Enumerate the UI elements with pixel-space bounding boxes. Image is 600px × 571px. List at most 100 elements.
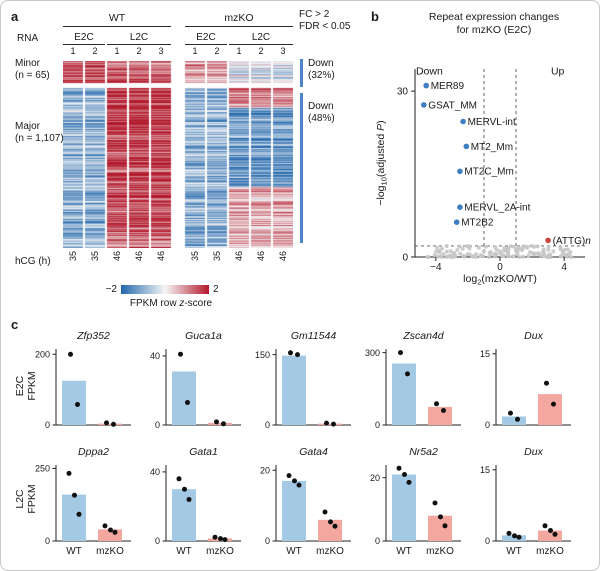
replicate-dot — [68, 351, 73, 357]
nonsignificant-point — [569, 255, 574, 259]
bar-chart-l2c-dux: Dux 0 15 WT mzKO — [466, 443, 576, 570]
nonsignificant-point — [497, 249, 502, 254]
mzko-l2c-rule — [229, 44, 293, 45]
nonsignificant-point — [434, 249, 439, 254]
replicate-dot — [286, 473, 292, 479]
hcg-time-text: 46 — [278, 251, 288, 262]
nonsignificant-point — [532, 244, 537, 249]
x-axis-label: log2(mzKO/WT) — [463, 273, 537, 286]
mean-bar-mzko — [98, 529, 122, 541]
nonsignificant-point — [465, 252, 470, 257]
replicate-dot — [434, 401, 439, 407]
wt-group-rule — [63, 26, 171, 27]
mean-bar-mzko — [98, 423, 122, 425]
nonsignificant-point — [481, 249, 486, 254]
nonsignificant-point — [505, 246, 510, 251]
gene-title: Gata4 — [299, 446, 328, 458]
wt-l2c-header: L2C — [129, 32, 149, 43]
volcano-title-line2: for mzKO (E2C) — [456, 24, 532, 36]
replicate-dot — [185, 400, 190, 405]
nonsignificant-point — [474, 252, 479, 257]
point-label: MER89 — [431, 81, 465, 92]
replicate-dot — [516, 534, 522, 540]
replicate-dot — [221, 421, 226, 427]
nonsignificant-point — [444, 249, 449, 254]
replicate-number: 3 — [280, 46, 286, 56]
hcg-time-text: 35 — [190, 251, 200, 262]
replicate-dot — [178, 351, 183, 357]
y-tick-label: 0 — [375, 536, 380, 546]
replicate-number: 2 — [214, 46, 220, 56]
nonsignificant-point — [546, 244, 551, 249]
mean-bar-wt — [282, 480, 306, 541]
panel-a-label: a — [11, 9, 19, 24]
hcg-time-text: 46 — [256, 251, 266, 262]
mean-bar-wt — [392, 474, 416, 541]
hcg-time: 46 — [251, 251, 271, 277]
replicate-dot — [218, 536, 223, 542]
replicate-dot — [66, 470, 72, 476]
replicate-dot — [108, 527, 113, 533]
wt-group-header: WT — [108, 12, 126, 24]
nonsignificant-point — [521, 244, 526, 249]
mean-bar-wt — [392, 363, 416, 425]
replicate-dot — [176, 476, 182, 482]
replicate-number: 1 — [192, 46, 198, 56]
category-label: WT — [286, 546, 302, 557]
y-tick-label: 0 — [485, 420, 490, 430]
bar-chart-l2c-gata4: Gata4 0 20 WT mzKO — [246, 443, 356, 570]
replicate-dot — [182, 486, 187, 492]
nonsignificant-point — [437, 250, 442, 255]
y-tick-label: 40 — [150, 467, 160, 477]
nonsignificant-point — [511, 254, 516, 259]
mzko-e2c-rule — [185, 44, 227, 45]
nonsignificant-point — [461, 253, 466, 258]
category-label: mzKO — [536, 546, 564, 557]
gene-title: Nr5a2 — [409, 446, 438, 458]
x-tick-label: −4 — [430, 262, 442, 273]
replicate-dot — [508, 410, 513, 416]
hcg-time: 35 — [63, 251, 83, 277]
colorbar-caption-z: z — [179, 298, 185, 309]
down-major-pct: (48%) — [308, 113, 335, 124]
y-tick-label: 0 — [155, 420, 160, 430]
nonsignificant-point — [546, 247, 551, 252]
fc-threshold-note: FC > 2 — [299, 9, 330, 20]
mean-bar-wt — [502, 416, 526, 425]
y-tick-label: 20 — [260, 466, 270, 476]
fdr-threshold-note: FDR < 0.05 — [299, 21, 351, 32]
replicate-dot — [111, 421, 116, 427]
y-tick-label: 0 — [155, 536, 160, 546]
nonsignificant-point — [517, 255, 522, 259]
nonsignificant-point — [501, 253, 506, 258]
replicate-dot — [186, 497, 192, 502]
x-tick-label: 0 — [497, 262, 503, 273]
point-label: GSAT_MM — [428, 100, 477, 111]
category-label: mzKO — [206, 546, 234, 557]
nonsignificant-point — [508, 244, 513, 249]
bar-chart-l2c-dppa2: Dppa2 0 250 WT mzKO — [26, 443, 136, 570]
y-axis-label: −log10(adjusted P) — [375, 120, 389, 205]
bar-chart-svg: Gm11544 0 150 — [255, 330, 351, 430]
y-tick-label: 150 — [255, 350, 270, 360]
replicate-dot — [406, 479, 412, 485]
point-label: MT2B2 — [461, 218, 494, 229]
nonsignificant-point — [440, 246, 444, 251]
nonsignificant-point — [535, 244, 540, 249]
panel-c-label: c — [11, 317, 19, 332]
significant-point — [457, 168, 463, 175]
nonsignificant-point — [494, 247, 499, 252]
replicate-dot — [104, 420, 109, 426]
mean-bar-mzko — [428, 406, 452, 425]
gene-title: Gm11544 — [291, 330, 336, 342]
colorbar-caption-post: -score — [184, 298, 213, 309]
l2c-label-line1: L2C — [14, 489, 26, 509]
category-label: mzKO — [426, 546, 454, 557]
bar-chart-svg: Nr5a2 0 20 WT mzKO — [370, 446, 461, 557]
wt-e2c-rule — [63, 44, 105, 45]
replicate-dot — [548, 528, 553, 533]
y-tick-label: 0 — [45, 420, 50, 430]
y-tick-label: 15 — [480, 349, 490, 359]
colorbar — [121, 285, 209, 294]
replicate-number: 1 — [70, 46, 76, 56]
